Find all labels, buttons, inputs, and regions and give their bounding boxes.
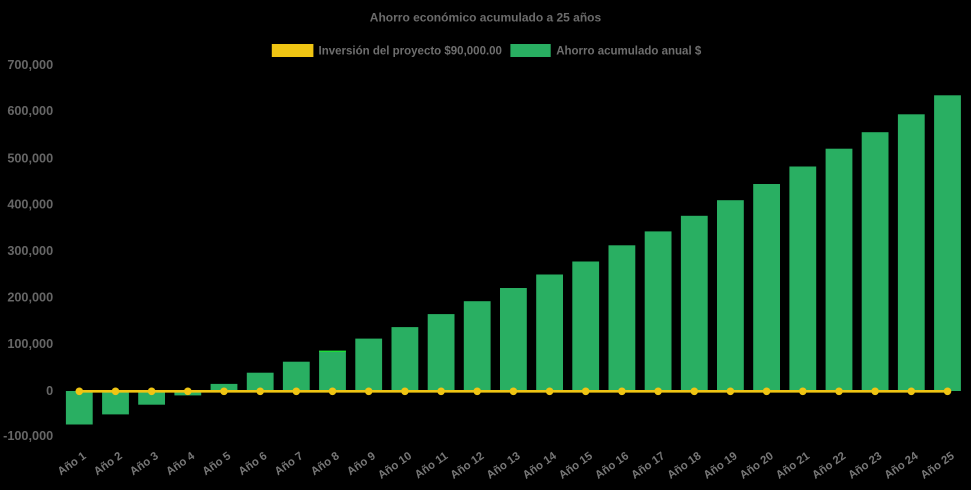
svg-text:-100,000: -100,000 bbox=[3, 429, 53, 443]
svg-text:Ahorro económico acumulado a 2: Ahorro económico acumulado a 25 años bbox=[370, 10, 602, 24]
svg-text:100,000: 100,000 bbox=[7, 337, 53, 351]
svg-text:Inversión del proyecto $90,000: Inversión del proyecto $90,000.00 bbox=[319, 46, 502, 58]
svg-text:700,000: 700,000 bbox=[7, 58, 53, 72]
svg-text:Ahorro acumulado anual $: Ahorro acumulado anual $ bbox=[556, 46, 702, 58]
svg-text:500,000: 500,000 bbox=[7, 151, 53, 165]
svg-text:400,000: 400,000 bbox=[7, 198, 53, 212]
svg-text:200,000: 200,000 bbox=[7, 291, 53, 305]
svg-text:600,000: 600,000 bbox=[7, 104, 53, 118]
svg-text:300,000: 300,000 bbox=[7, 244, 53, 258]
svg-text:0: 0 bbox=[46, 384, 53, 398]
